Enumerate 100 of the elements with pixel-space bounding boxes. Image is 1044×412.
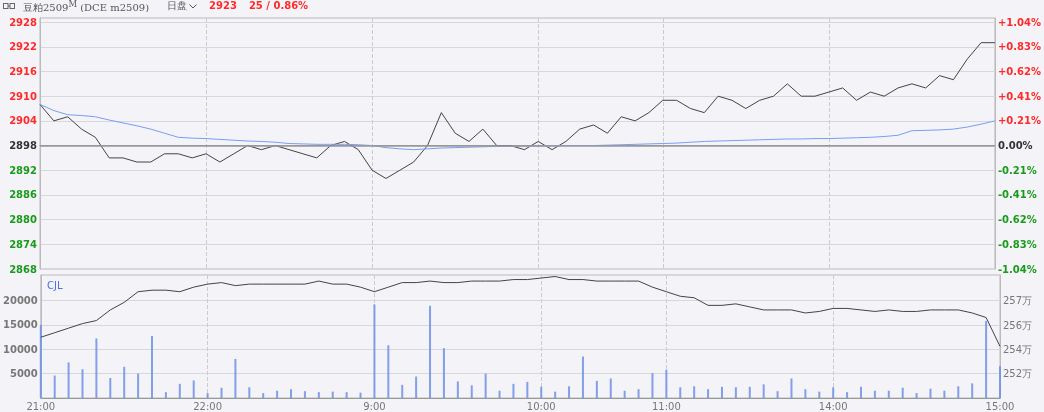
y-tick-label: 2904 (9, 115, 38, 127)
bar (623, 390, 626, 398)
bar (720, 386, 723, 398)
bar (123, 366, 126, 398)
y-tick-label: 15000 (2, 319, 38, 331)
bar (206, 393, 209, 398)
bar (734, 387, 737, 398)
bar (470, 385, 473, 398)
bar (137, 373, 140, 398)
bar (887, 390, 890, 398)
bar (331, 391, 334, 398)
y2-tick-label: 0.00% (997, 140, 1033, 152)
bar (581, 356, 584, 398)
bar (873, 390, 876, 398)
bar (442, 348, 445, 398)
bar (53, 375, 56, 398)
bar (387, 345, 390, 398)
text: 25 / 0.86% (248, 0, 309, 12)
bar (290, 389, 293, 398)
bar (373, 304, 376, 398)
bar (776, 391, 779, 398)
chart-title: CJL (47, 279, 63, 291)
bar (345, 392, 348, 398)
bar (303, 391, 306, 398)
y2-tick-label: +1.04% (997, 16, 1042, 28)
bar (707, 389, 710, 398)
bar (595, 380, 598, 398)
y-tick-label: 2910 (9, 90, 38, 102)
bar (67, 362, 70, 398)
bar (971, 383, 974, 398)
text: 日盘 (167, 0, 189, 12)
y2-tick-label: 257万 (1003, 295, 1033, 307)
x-tick-label: 10:00 (526, 400, 556, 412)
bar (832, 387, 835, 398)
y2-tick-label: -0.62% (997, 214, 1037, 226)
bar (609, 378, 612, 398)
y-tick-label: 2922 (9, 41, 38, 53)
bar (248, 387, 251, 398)
y-tick-label: 2916 (9, 65, 38, 77)
bar (748, 386, 751, 398)
bar (456, 381, 459, 398)
y2-tick-label: 256万 (1003, 319, 1033, 331)
y2-tick-label: +0.21% (997, 115, 1042, 127)
y2-tick-label: 252万 (1003, 368, 1033, 380)
y-tick-label: 2868 (9, 263, 38, 275)
bar (498, 390, 501, 398)
bar (192, 380, 195, 398)
y-tick-label: 2880 (9, 214, 38, 226)
y2-tick-label: -1.04% (997, 263, 1037, 275)
bar (818, 391, 821, 398)
bar (943, 390, 946, 398)
y2-tick-label: +0.62% (997, 66, 1042, 78)
x-tick-label: 14:00 (818, 400, 848, 412)
bar (262, 393, 265, 398)
bar (929, 388, 932, 398)
x-tick-label: 22:00 (193, 400, 223, 412)
text: 2923 (209, 0, 237, 12)
y2-tick-label: +0.83% (997, 41, 1042, 53)
bar (164, 392, 167, 398)
bar (693, 386, 696, 398)
bar (484, 373, 487, 398)
bar (401, 384, 404, 398)
bar (999, 366, 1001, 398)
y-tick-label: 2874 (9, 238, 38, 250)
x-tick-label: 15:00 (985, 400, 1015, 412)
bar (220, 387, 223, 398)
bar (415, 376, 418, 398)
y-tick-label: 5000 (9, 368, 38, 380)
bar (276, 390, 279, 398)
bar (637, 389, 640, 398)
bar (915, 393, 918, 398)
line-series (39, 42, 996, 179)
y2-tick-label: +0.41% (997, 90, 1042, 102)
bar (790, 378, 793, 398)
y2-tick-label: -0.21% (997, 164, 1037, 176)
bar (317, 392, 320, 398)
bar (804, 389, 807, 398)
bar (109, 377, 112, 398)
chart-title: 豆粕2509$^{M}$ (DCE m2509) (23, 0, 150, 15)
bar (679, 387, 682, 398)
bar (39, 324, 42, 398)
bar (151, 336, 153, 398)
bar (554, 391, 557, 398)
y-tick-label: 20000 (2, 294, 38, 306)
bar (178, 383, 181, 398)
bar (526, 381, 529, 398)
bar (540, 386, 543, 398)
bar (359, 392, 362, 398)
bar (81, 369, 84, 398)
bar (429, 305, 432, 398)
x-tick-label: 11:00 (651, 400, 681, 412)
x-tick-label: 9:00 (363, 400, 386, 412)
y-tick-label: 2892 (9, 164, 38, 176)
bar (762, 384, 765, 398)
line-series (40, 276, 1001, 347)
y-tick-label: 2886 (9, 189, 38, 201)
bar (957, 386, 960, 398)
bar (234, 358, 237, 398)
y-tick-label: 2928 (9, 16, 38, 28)
bar (665, 369, 668, 398)
